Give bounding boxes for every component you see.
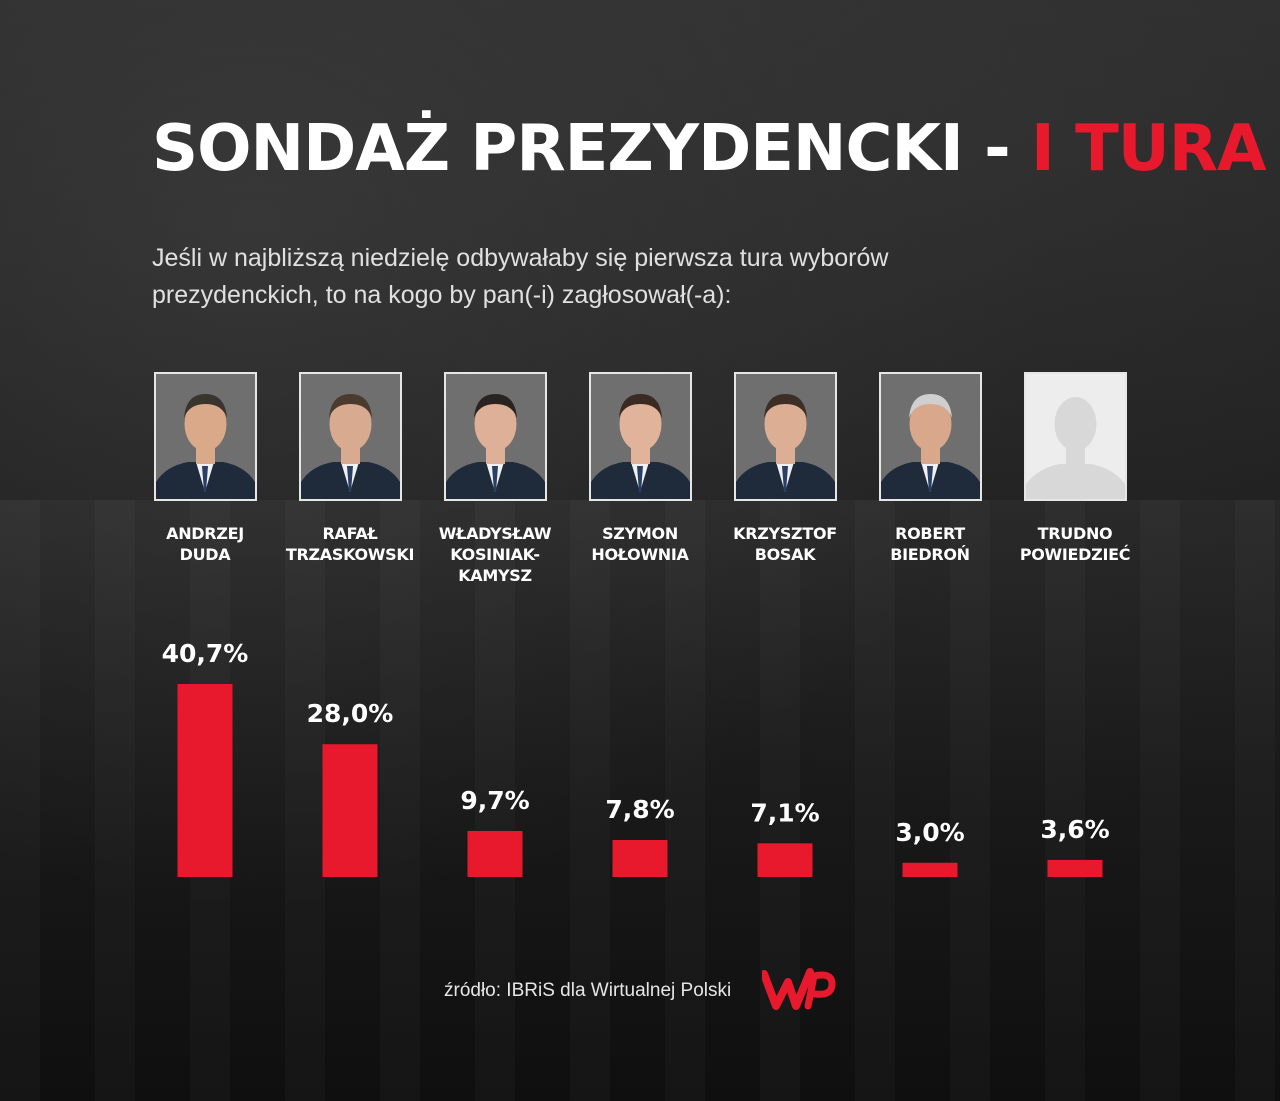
placeholder-avatar-icon xyxy=(1023,372,1127,501)
bar-chart: 40,7% 28,0% 9,7% 7,8% 7,1% 3,0% 3,6% xyxy=(162,639,1110,877)
candidate-first-name: WŁADYSŁAW xyxy=(438,524,552,543)
candidate-name: WŁADYSŁAW KOSINIAK-KAMYSZ xyxy=(415,523,575,586)
candidate-name: SZYMON HOŁOWNIA xyxy=(591,523,689,565)
candidate-name: RAFAŁ TRZASKOWSKI xyxy=(285,523,415,565)
candidate-first-name: SZYMON xyxy=(602,524,678,543)
candidate-last-name: POWIEDZIEĆ xyxy=(1019,545,1131,564)
source-note: źródło: IBRiS dla Wirtualnej Polski xyxy=(444,980,732,1001)
candidate-name: ANDRZEJ DUDA xyxy=(166,523,244,565)
candidate-last-name: KOSINIAK-KAMYSZ xyxy=(450,545,540,585)
bar xyxy=(1047,859,1103,877)
bar xyxy=(757,843,813,877)
title-main: SONDAŻ PREZYDENCKI - xyxy=(152,112,1031,186)
bar xyxy=(467,831,523,877)
candidate-photo xyxy=(878,372,982,501)
candidate-name: TRUDNO POWIEDZIEĆ xyxy=(1019,523,1131,565)
page-title: SONDAŻ PREZYDENCKI - I TURA xyxy=(152,112,1266,186)
candidate-last-name: BOSAK xyxy=(754,545,816,564)
candidate-last-name: DUDA xyxy=(179,545,231,564)
bar xyxy=(322,744,378,877)
candidate-first-name: ROBERT xyxy=(895,524,965,543)
candidate-first-name: ANDRZEJ xyxy=(166,524,244,543)
bar xyxy=(902,862,958,877)
candidate-card: KRZYSZTOF BOSAK xyxy=(705,372,865,565)
bar-value-label: 3,6% xyxy=(1040,815,1109,844)
candidate-first-name: RAFAŁ xyxy=(322,524,378,543)
candidate-photo xyxy=(588,372,692,501)
bar-value-label: 7,8% xyxy=(605,795,674,824)
bar xyxy=(177,684,233,877)
candidate-name: ROBERT BIEDROŃ xyxy=(890,523,970,565)
candidate-card: ROBERT BIEDROŃ xyxy=(850,372,1010,565)
candidate-name: KRZYSZTOF BOSAK xyxy=(733,523,837,565)
candidate-photo xyxy=(443,372,547,501)
candidate-card: SZYMON HOŁOWNIA xyxy=(560,372,720,565)
candidate-photo xyxy=(153,372,257,501)
bar xyxy=(612,840,668,877)
candidate-photo xyxy=(298,372,402,501)
candidate-card: TRUDNO POWIEDZIEĆ xyxy=(995,372,1155,565)
candidate-card: RAFAŁ TRZASKOWSKI xyxy=(270,372,430,565)
bar-value-label: 40,7% xyxy=(162,639,249,668)
candidate-card: ANDRZEJ DUDA xyxy=(125,372,285,565)
candidate-card: WŁADYSŁAW KOSINIAK-KAMYSZ xyxy=(415,372,575,586)
candidate-last-name: BIEDROŃ xyxy=(890,545,970,564)
survey-question: Jeśli w najbliższą niedzielę odbywałaby … xyxy=(152,244,889,309)
candidate-first-name: TRUDNO xyxy=(1037,524,1113,543)
bar-value-label: 3,0% xyxy=(895,818,964,847)
wp-logo: WP xyxy=(762,968,836,1010)
bar-value-label: 28,0% xyxy=(307,699,394,728)
candidate-first-name: KRZYSZTOF xyxy=(733,524,837,543)
candidate-last-name: HOŁOWNIA xyxy=(591,545,689,564)
bar-value-label: 9,7% xyxy=(460,786,529,815)
title-accent: I TURA xyxy=(1030,112,1267,186)
candidate-photo xyxy=(733,372,837,501)
candidate-last-name: TRZASKOWSKI xyxy=(285,545,415,564)
bar-value-label: 7,1% xyxy=(750,798,819,827)
